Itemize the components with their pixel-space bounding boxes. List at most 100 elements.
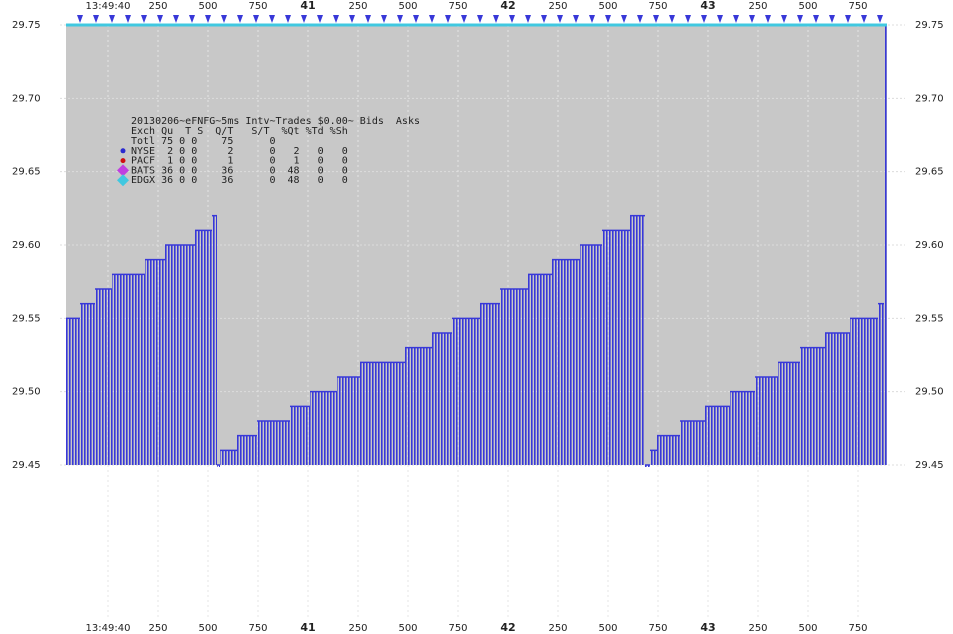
x-tick-label-bottom: 13:49:40 — [86, 623, 131, 634]
bid-bar — [850, 318, 878, 465]
ask-marker — [333, 15, 339, 23]
x-tick-label-top: 250 — [748, 1, 767, 12]
ask-marker — [637, 15, 643, 23]
bid-bar — [480, 303, 500, 465]
bid-bar — [220, 450, 237, 465]
legend-header: Exch Qu T S Q/T S/T %Qt %Td %Sh — [131, 126, 348, 137]
ask-marker — [397, 15, 403, 23]
ask-marker — [221, 15, 227, 23]
bid-bar — [580, 245, 602, 465]
legend-row: EDGX 36 0 0 36 0 48 0 0 — [131, 175, 348, 186]
y-tick-label-right: 29.60 — [915, 240, 944, 251]
bid-bar — [730, 391, 755, 465]
x-tick-label-bottom: 41 — [300, 621, 315, 634]
ask-marker — [413, 15, 419, 23]
x-tick-label-top: 750 — [848, 1, 867, 12]
x-tick-label-bottom: 42 — [500, 621, 515, 634]
ask-marker — [717, 15, 723, 23]
bid-bar — [257, 421, 290, 465]
ask-marker — [77, 15, 83, 23]
ask-marker — [509, 15, 515, 23]
ask-marker — [93, 15, 99, 23]
bid-bar — [290, 406, 310, 465]
bid-bar — [552, 259, 580, 465]
y-tick-label: 29.45 — [12, 460, 41, 471]
ask-marker — [349, 15, 355, 23]
x-tick-label-top: 750 — [248, 1, 267, 12]
bid-bar — [778, 362, 800, 465]
ask-marker — [237, 15, 243, 23]
bid-bar — [195, 230, 212, 465]
x-tick-label-bottom: 250 — [748, 623, 767, 634]
ask-marker — [653, 15, 659, 23]
ask-marker — [781, 15, 787, 23]
ask-marker — [141, 15, 147, 23]
ask-marker — [813, 15, 819, 23]
x-tick-label-top: 500 — [598, 1, 617, 12]
legend-marker — [120, 148, 126, 154]
bid-bar — [95, 289, 112, 465]
y-tick-label-right: 29.70 — [915, 93, 944, 104]
bid-bar — [112, 274, 145, 465]
y-tick-label: 29.70 — [12, 93, 41, 104]
ask-marker — [765, 15, 771, 23]
x-tick-label-bottom: 500 — [598, 623, 617, 634]
x-tick-label-top: 750 — [648, 1, 667, 12]
bid-bar — [755, 377, 778, 465]
x-tick-label-top: 500 — [798, 1, 817, 12]
ask-marker — [701, 15, 707, 23]
ask-marker — [877, 15, 883, 23]
bid-bar — [452, 318, 480, 465]
bid-bar — [878, 303, 884, 465]
ask-marker — [285, 15, 291, 23]
legend-row: PACF 1 0 0 1 0 1 0 0 — [131, 156, 348, 167]
ask-marker — [365, 15, 371, 23]
ask-marker — [845, 15, 851, 23]
ask-marker — [205, 15, 211, 23]
ask-marker — [749, 15, 755, 23]
ask-marker — [301, 15, 307, 23]
x-tick-label-bottom: 750 — [848, 623, 867, 634]
y-tick-label: 29.75 — [12, 20, 41, 31]
bid-bar — [432, 333, 452, 465]
bid-bar — [500, 289, 528, 465]
bid-bar — [217, 465, 220, 467]
bid-bar — [145, 259, 165, 465]
x-tick-label-top: 43 — [700, 0, 715, 12]
ask-marker — [685, 15, 691, 23]
bid-bar — [705, 406, 730, 465]
x-tick-label-bottom: 250 — [348, 623, 367, 634]
bid-bar — [680, 421, 705, 465]
ask-marker — [125, 15, 131, 23]
ask-marker — [605, 15, 611, 23]
bid-bar — [645, 465, 650, 467]
ask-marker — [461, 15, 467, 23]
x-tick-label-bottom: 750 — [448, 623, 467, 634]
bid-bar — [657, 435, 680, 465]
x-tick-label-top: 750 — [448, 1, 467, 12]
ask-marker — [541, 15, 547, 23]
y-tick-label-right: 29.50 — [915, 387, 944, 398]
ask-marker — [797, 15, 803, 23]
legend: 20130206~eFNFG~5ms Intv~Trades $0.00~ Bi… — [117, 116, 420, 187]
y-tick-label-right: 29.75 — [915, 20, 944, 31]
legend-row: BATS 36 0 0 36 0 48 0 0 — [131, 165, 348, 176]
bid-bar — [212, 215, 217, 465]
x-tick-label-top: 42 — [500, 0, 515, 12]
bid-bar — [310, 391, 337, 465]
x-tick-label-top: 250 — [348, 1, 367, 12]
ask-marker — [253, 15, 259, 23]
bid-bar — [800, 347, 825, 465]
ask-marker — [477, 15, 483, 23]
bid-bar — [630, 215, 645, 465]
bid-bar — [237, 435, 257, 465]
y-tick-label-right: 29.65 — [915, 167, 944, 178]
ask-marker — [429, 15, 435, 23]
y-tick-label-right: 29.45 — [915, 460, 944, 471]
ask-marker — [861, 15, 867, 23]
x-tick-label-bottom: 250 — [148, 623, 167, 634]
y-tick-label: 29.50 — [12, 387, 41, 398]
ask-marker — [189, 15, 195, 23]
ask-marker — [445, 15, 451, 23]
